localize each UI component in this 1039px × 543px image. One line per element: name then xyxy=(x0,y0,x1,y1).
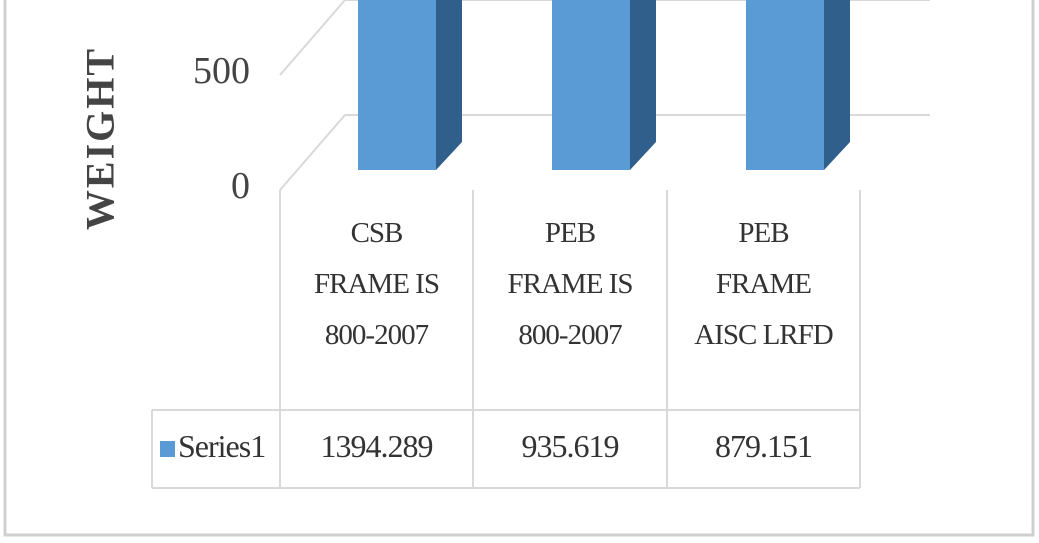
legend-label: Series1 xyxy=(178,428,266,464)
x-category-label: CSB FRAME IS 800-2007 xyxy=(314,217,440,351)
grid-line xyxy=(279,0,930,76)
y-tick-label: 0 xyxy=(231,165,250,207)
bar-side xyxy=(436,0,462,170)
y-axis-title: WEIGHT xyxy=(77,46,123,231)
bar xyxy=(358,0,436,170)
table-value: 879.151 xyxy=(715,428,813,464)
bar-side xyxy=(824,0,850,170)
legend-swatch xyxy=(160,441,175,457)
bar xyxy=(552,0,630,170)
chart-border xyxy=(3,0,1035,537)
x-category-label: PEB FRAME IS 800-2007 xyxy=(507,217,634,351)
x-category-label: PEB FRAME AISC LRFD xyxy=(694,217,833,351)
grid-line xyxy=(279,114,930,191)
y-tick-label: 500 xyxy=(193,50,250,92)
bar-side xyxy=(630,0,656,170)
table-value: 1394.289 xyxy=(320,428,434,464)
table-value: 935.619 xyxy=(521,428,620,464)
bar xyxy=(746,0,824,170)
